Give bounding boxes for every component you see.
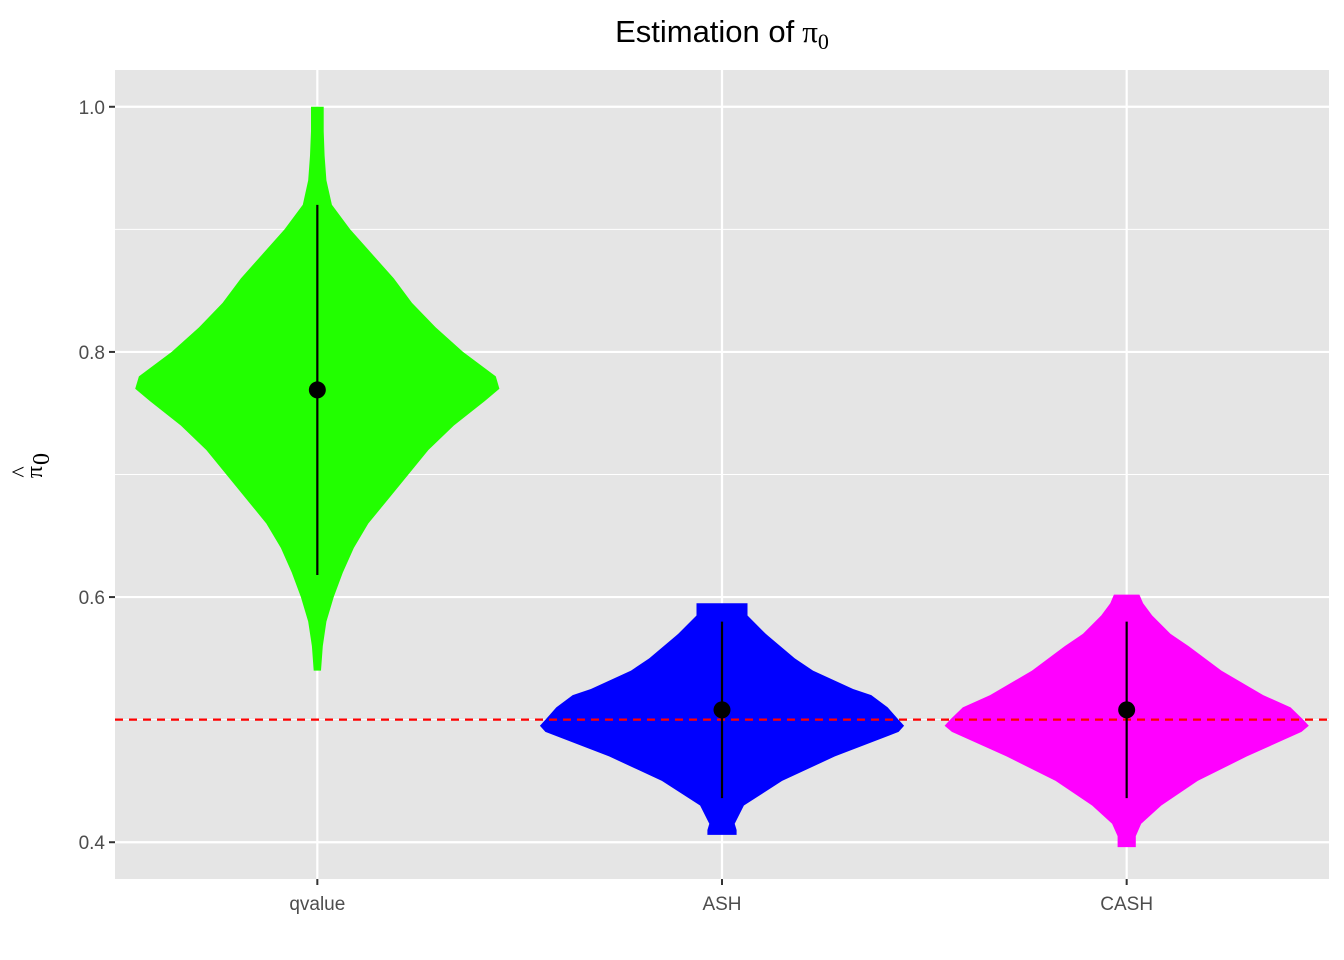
chart-title-text: Estimation of xyxy=(615,14,795,49)
chart-title: Estimation of π0 xyxy=(615,14,829,54)
y-axis-label-hat: ^ xyxy=(8,466,34,477)
x-tick-label: CASH xyxy=(1100,894,1153,915)
chart-title-symbol: π xyxy=(802,14,818,49)
y-tick-label: 0.4 xyxy=(79,833,106,854)
chart-title-subscript: 0 xyxy=(818,29,829,54)
summaries xyxy=(308,204,1136,799)
y-axis-label-subscript: 0 xyxy=(29,453,55,465)
median-point-CASH xyxy=(1118,701,1136,719)
y-tick-label: 1.0 xyxy=(79,98,105,119)
y-axis-label: π ^ 0 xyxy=(8,453,55,478)
x-tick-label: ASH xyxy=(702,894,741,915)
y-axis-label-symbol: π xyxy=(22,466,48,478)
median-point-qvalue xyxy=(308,381,326,399)
median-point-ASH xyxy=(713,701,731,719)
x-axis: qvalue ASH CASH xyxy=(289,879,1153,915)
y-tick-label: 0.8 xyxy=(79,343,105,364)
y-tick-label: 0.6 xyxy=(79,588,105,609)
y-axis: 0.4 0.6 0.8 1.0 xyxy=(79,98,115,854)
x-tick-label: qvalue xyxy=(289,894,345,915)
